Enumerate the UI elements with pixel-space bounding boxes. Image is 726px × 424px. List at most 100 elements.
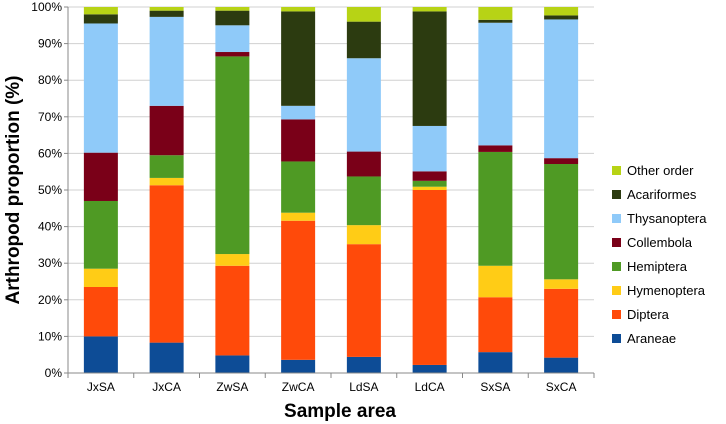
y-tick-label: 70% [38,110,62,124]
bar-segment-hemiptera-zwca [281,161,316,213]
x-tick-label: SxCA [546,380,577,394]
legend-label: Acariformes [627,187,697,202]
x-tick-label: LdSA [349,380,378,394]
y-tick-label: 40% [38,220,62,234]
legend-item-collembola: Collembola [612,235,693,250]
bar-segment-araneae-jxca [149,342,184,373]
bar-segment-hemiptera-jxsa [83,200,118,269]
bar-segment-hemiptera-sxsa [478,151,513,266]
y-tick-label: 50% [38,183,62,197]
bar-segment-thysanoptera-sxsa [478,22,513,146]
bar-segment-other-order-jxsa [83,7,118,15]
bar-segment-hymenoptera-ldca [412,186,447,190]
legend-label: Hemiptera [627,259,688,274]
bar-segment-acariformes-sxsa [478,19,513,23]
bar-segment-diptera-sxsa [478,297,513,353]
legend-label: Diptera [627,307,670,322]
y-tick-label: 80% [38,73,62,87]
legend-swatch [612,334,621,343]
x-tick-label: ZwSA [216,380,248,394]
bar-segment-collembola-sxca [544,158,579,165]
bar-segment-hymenoptera-zwsa [215,254,250,266]
bar-segment-hymenoptera-sxsa [478,265,513,298]
bar-segment-hymenoptera-ldsa [346,225,381,245]
bar-segment-diptera-jxca [149,185,184,343]
legend-swatch [612,262,621,271]
bar-segment-acariformes-sxca [544,15,579,20]
bar-segment-diptera-zwsa [215,265,250,356]
bar-segment-hemiptera-ldca [412,180,447,187]
legend-swatch [612,190,621,199]
legend-item-diptera: Diptera [612,307,670,322]
bar-segment-acariformes-ldca [412,11,447,126]
bar-segment-araneae-ldsa [346,356,381,373]
bar-segment-hymenoptera-zwca [281,212,316,221]
bar-segment-hymenoptera-sxca [544,279,579,289]
legend-label: Collembola [627,235,693,250]
legend-item-thysanoptera: Thysanoptera [612,211,707,226]
bar-segment-araneae-zwsa [215,355,250,373]
x-tick-label: LdCA [415,380,445,394]
y-tick-label: 10% [38,329,62,343]
bar-segment-acariformes-ldsa [346,21,381,59]
bar-segment-araneae-jxsa [83,336,118,373]
bar-segment-diptera-zwca [281,220,316,360]
x-tick-label: ZwCA [282,380,315,394]
y-axis-title: Arthropod proportion (%) [3,75,24,304]
bar-segment-hemiptera-jxca [149,155,184,178]
bar-segment-araneae-sxsa [478,352,513,373]
bar-segment-diptera-ldsa [346,244,381,357]
x-tick-labels: JxSA JxCA ZwSA ZwCA LdSA LdCA SxSA SxCA [67,373,595,394]
bar-segment-araneae-zwca [281,359,316,373]
legend-item-acariformes: Acariformes [612,187,697,202]
legend-label: Araneae [627,331,676,346]
y-tick-label: 90% [38,37,62,51]
bar-segment-acariformes-jxca [149,10,184,17]
bar-segment-thysanoptera-ldca [412,125,447,172]
bar-segment-collembola-jxca [149,105,184,156]
bar-segment-acariformes-zwca [281,11,316,106]
legend-swatch [612,286,621,295]
legend-label: Thysanoptera [627,211,707,226]
x-tick-label: SxSA [480,380,510,394]
bar-segment-hymenoptera-jxsa [83,268,118,287]
bar-segment-araneae-sxca [544,357,579,373]
x-tick-label: JxSA [87,380,115,394]
y-tick-label: 30% [38,256,62,270]
legend-item-araneae: Araneae [612,331,676,346]
bar-segment-araneae-ldca [412,364,447,373]
bar-segment-acariformes-zwsa [215,10,250,26]
bar-segment-collembola-ldsa [346,151,381,177]
bar-segment-diptera-sxca [544,288,579,358]
bar-segment-hemiptera-zwsa [215,56,250,255]
legend-item-hymenoptera: Hymenoptera [612,283,706,298]
y-tick-label: 60% [38,146,62,160]
bar-segment-acariformes-jxsa [83,14,118,24]
legend-item-other-order: Other order [612,163,694,178]
legend: Other order Acariformes Thysanoptera Collem… [612,163,707,346]
legend-swatch [612,238,621,247]
bar-segment-other-order-zwsa [215,7,250,11]
legend-swatch [612,166,621,175]
y-tick-labels: 0% 10% 20% 30% 40% 50% 60% 70% 80% 90% 100% [31,0,68,380]
bar-segment-diptera-jxsa [83,286,118,337]
legend-item-hemiptera: Hemiptera [612,259,688,274]
bar-segment-thysanoptera-ldsa [346,58,381,152]
bar-segment-collembola-zwca [281,119,316,162]
bar-segment-collembola-sxsa [478,145,513,152]
bar-segment-other-order-ldca [412,7,447,12]
bar-segment-collembola-zwsa [215,52,250,57]
legend-label: Hymenoptera [627,283,706,298]
bar-segment-other-order-sxsa [478,7,513,20]
bar-segment-other-order-sxca [544,7,579,16]
bar-segment-diptera-ldca [412,190,447,365]
bar-segment-other-order-ldsa [346,7,381,22]
bar-segment-hymenoptera-jxca [149,177,184,186]
bar-segment-thysanoptera-jxsa [83,23,118,153]
legend-label: Other order [627,163,694,178]
bars [83,7,579,373]
bar-segment-hemiptera-ldsa [346,176,381,226]
bar-segment-thysanoptera-zwsa [215,25,250,53]
bar-segment-thysanoptera-zwca [281,105,316,120]
